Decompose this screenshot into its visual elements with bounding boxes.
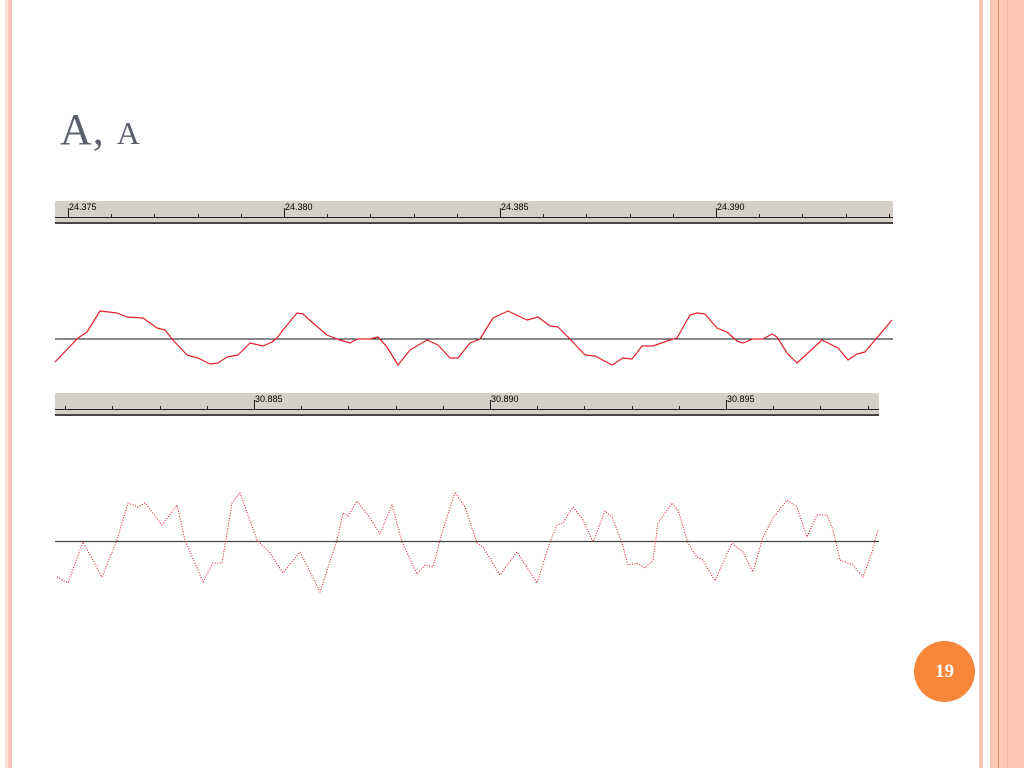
ruler-tick: [111, 214, 113, 217]
title-main: A,: [60, 105, 105, 154]
ruler-tick: [867, 406, 869, 409]
ruler-tick: [845, 214, 847, 217]
ruler-tick: [629, 214, 631, 217]
ruler-tick: [159, 406, 161, 409]
ruler-tick: [820, 406, 822, 409]
left-border-stripe-light: [5, 0, 8, 768]
right-border-line-2: [1007, 0, 1008, 768]
ruler-tick: [284, 208, 285, 217]
right-border-line: [998, 0, 999, 768]
ruler-tick: [206, 406, 208, 409]
ruler-tick: [413, 214, 415, 217]
ruler-tick: [348, 406, 350, 409]
ruler-tick: [65, 406, 67, 409]
ruler-label: 30.885: [255, 394, 283, 404]
ruler-tick: [240, 214, 242, 217]
waveform-top: [54, 310, 893, 366]
ruler-tick: [773, 406, 775, 409]
right-border-stripe-thin: [979, 0, 983, 768]
ruler-tick: [327, 214, 329, 217]
ruler-tick: [631, 406, 633, 409]
ruler-tick: [584, 406, 586, 409]
ruler-tick: [543, 214, 545, 217]
ruler-tick: [112, 406, 114, 409]
ruler-tick: [500, 208, 501, 217]
ruler-tick: [802, 214, 804, 217]
ruler-tick: [537, 406, 539, 409]
timeline-ruler-bottom[interactable]: 30.885 30.890 30.895: [55, 393, 879, 416]
ruler-tick: [490, 400, 491, 409]
ruler-tick: [716, 208, 717, 217]
ruler-label: 24.375: [69, 202, 97, 212]
ruler-tick: [197, 214, 199, 217]
ruler-tick: [442, 406, 444, 409]
ruler-tick: [672, 214, 674, 217]
ruler-label: 24.390: [717, 202, 745, 212]
ruler-tick: [888, 214, 890, 217]
ruler-label: 24.385: [501, 202, 529, 212]
ruler-tick: [68, 208, 69, 217]
ruler-tick: [301, 406, 303, 409]
timeline-ruler-top[interactable]: 24.375 24.380 24.385 24.390: [55, 201, 893, 224]
slide-title: A, A: [60, 104, 141, 155]
ruler-tick: [254, 400, 255, 409]
ruler-tick: [370, 214, 372, 217]
ruler-label: 24.380: [285, 202, 313, 212]
page-number-badge: 19: [914, 641, 975, 702]
ruler-tick: [395, 406, 397, 409]
title-smallcaps: A: [116, 115, 141, 151]
ruler-tick: [726, 400, 727, 409]
left-border-stripe: [8, 0, 12, 768]
ruler-tick: [586, 214, 588, 217]
ruler-label: 30.890: [491, 394, 519, 404]
ruler-label: 30.895: [727, 394, 755, 404]
ruler-tick: [456, 214, 458, 217]
ruler-tick: [759, 214, 761, 217]
ruler-tick: [678, 406, 680, 409]
waveform-bottom: [56, 491, 879, 593]
ruler-tick: [154, 214, 156, 217]
